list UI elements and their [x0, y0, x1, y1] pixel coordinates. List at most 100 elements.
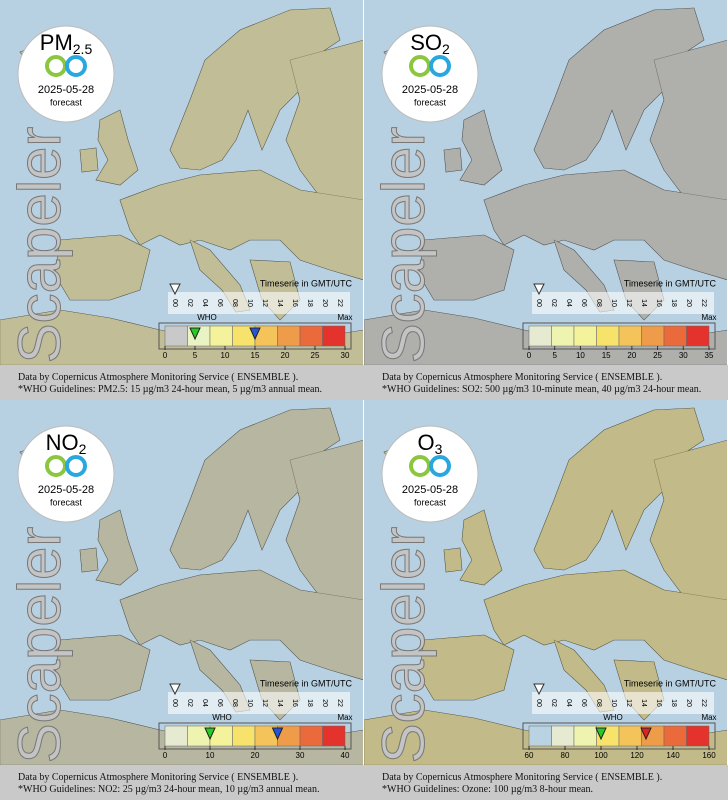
forecast: forecast — [414, 497, 447, 507]
legend-bin — [528, 325, 552, 347]
legend-bin — [686, 725, 710, 747]
who-label: WHO — [603, 713, 623, 722]
legend-tick-label: 30 — [679, 351, 688, 360]
hour-label: 16 — [291, 699, 298, 707]
pollutant: NO — [46, 430, 79, 455]
legend-bin — [618, 325, 642, 347]
hour-label: 22 — [336, 699, 343, 707]
legend-bin — [663, 725, 687, 747]
legend-tick-label: 0 — [527, 351, 532, 360]
pollutant-name: PM2.5 — [40, 30, 93, 57]
hour-label: 00 — [535, 299, 542, 307]
hour-label: 10 — [246, 299, 253, 307]
hour-label: 20 — [321, 299, 328, 307]
who-marker — [204, 727, 216, 741]
hour-label: 00 — [171, 299, 178, 307]
pollutant-name: NO2 — [46, 430, 87, 457]
pollutant-name: SO2 — [410, 30, 450, 57]
hour-label: 22 — [336, 299, 343, 307]
hour-label: 14 — [276, 299, 283, 307]
caption-bg — [364, 365, 728, 400]
brand: Scapeler — [370, 527, 437, 764]
time-marker — [533, 283, 545, 296]
time-marker — [533, 683, 545, 696]
pollutant: PM — [40, 30, 73, 55]
hour-label: 08 — [595, 699, 602, 707]
hour-strip — [532, 692, 714, 714]
legend-tick-label: 5 — [552, 351, 557, 360]
legend-bin — [322, 325, 346, 347]
logo-ring — [65, 455, 87, 477]
hour-label: 12 — [625, 299, 632, 307]
caption: Data by Copernicus Atmosphere Monitoring… — [382, 372, 662, 383]
hour-label: 06 — [216, 699, 223, 707]
legend-bin — [551, 325, 575, 347]
max-label: Max — [337, 313, 352, 322]
hour-label: 06 — [580, 299, 587, 307]
hour-label: 00 — [171, 699, 178, 707]
hour-label: 18 — [670, 699, 677, 707]
hour-label: 16 — [655, 299, 662, 307]
legend-bin — [164, 725, 188, 747]
legend-tick-label: 15 — [602, 351, 611, 360]
time-marker — [169, 683, 181, 696]
legend-tick-label: 25 — [653, 351, 662, 360]
forecast: forecast — [50, 497, 83, 507]
legend-tick-label: 10 — [206, 751, 215, 760]
legend-bin — [232, 725, 256, 747]
hour-label: 12 — [625, 699, 632, 707]
divider — [363, 400, 364, 800]
who-marker — [640, 727, 652, 741]
legend-tick-label: 30 — [296, 751, 305, 760]
hour-label: 08 — [231, 299, 238, 307]
legend-tick-label: 25 — [311, 351, 320, 360]
hour-label: 14 — [640, 699, 647, 707]
legend-tick-label: 35 — [705, 351, 714, 360]
hour-strip — [168, 692, 350, 714]
timeserie-label: Timeserie in GMT/UTC — [260, 278, 353, 288]
who-marker — [189, 327, 201, 341]
legend-tick-label: 80 — [561, 751, 570, 760]
timeserie-label: Timeserie in GMT/UTC — [624, 278, 717, 288]
pollutant-name: O3 — [418, 430, 443, 457]
hour-label: 00 — [535, 699, 542, 707]
hour-label: 04 — [201, 699, 208, 707]
brand: Scapeler — [370, 127, 437, 364]
subscript: 2 — [79, 441, 87, 457]
legend-tick-label: 160 — [702, 751, 716, 760]
time-marker — [169, 283, 181, 296]
hour-label: 04 — [565, 699, 572, 707]
timeserie-label: Timeserie in GMT/UTC — [624, 678, 717, 688]
forecast: forecast — [50, 97, 83, 107]
hour-label: 22 — [700, 699, 707, 707]
who-marker — [595, 727, 607, 741]
legend-bin — [686, 325, 710, 347]
pollutant: O — [418, 430, 435, 455]
legend-tick-label: 60 — [525, 751, 534, 760]
legend-bin — [573, 725, 597, 747]
who-marker — [249, 327, 261, 341]
hour-label: 18 — [670, 299, 677, 307]
legend-tick-label: 20 — [251, 751, 260, 760]
legend-bin — [618, 725, 642, 747]
legend-bin — [299, 725, 323, 747]
subscript: 2 — [442, 41, 450, 57]
caption-bg — [0, 365, 364, 400]
hour-label: 02 — [550, 699, 557, 707]
legend-tick-label: 30 — [341, 351, 350, 360]
logo-ring — [429, 55, 451, 77]
logo-ring — [65, 55, 87, 77]
subscript: 3 — [435, 441, 443, 457]
hour-label: 06 — [216, 299, 223, 307]
badge — [381, 25, 479, 123]
brand: Scapeler — [6, 127, 73, 364]
date: 2025-05-28 — [402, 484, 458, 496]
legend-tick-label: 5 — [193, 351, 198, 360]
hour-label: 18 — [306, 299, 313, 307]
subscript: 2.5 — [73, 41, 93, 57]
hour-label: 14 — [276, 699, 283, 707]
caption: Data by Copernicus Atmosphere Monitoring… — [382, 772, 662, 783]
